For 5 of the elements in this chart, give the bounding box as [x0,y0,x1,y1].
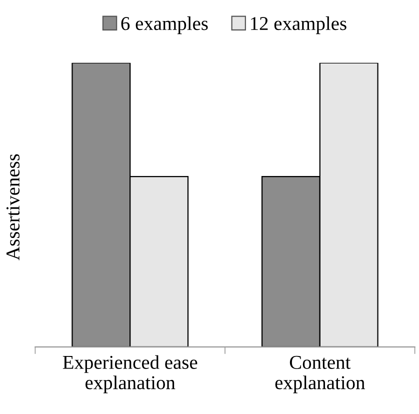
y-axis-title: Assertiveness [6,154,20,260]
x-tick-label: Experienced ease explanation [62,355,198,394]
x-tick-label: Content explanation [275,356,365,394]
legend-label: 12 examples [251,16,346,34]
legend-label: 6 examples [121,16,208,34]
